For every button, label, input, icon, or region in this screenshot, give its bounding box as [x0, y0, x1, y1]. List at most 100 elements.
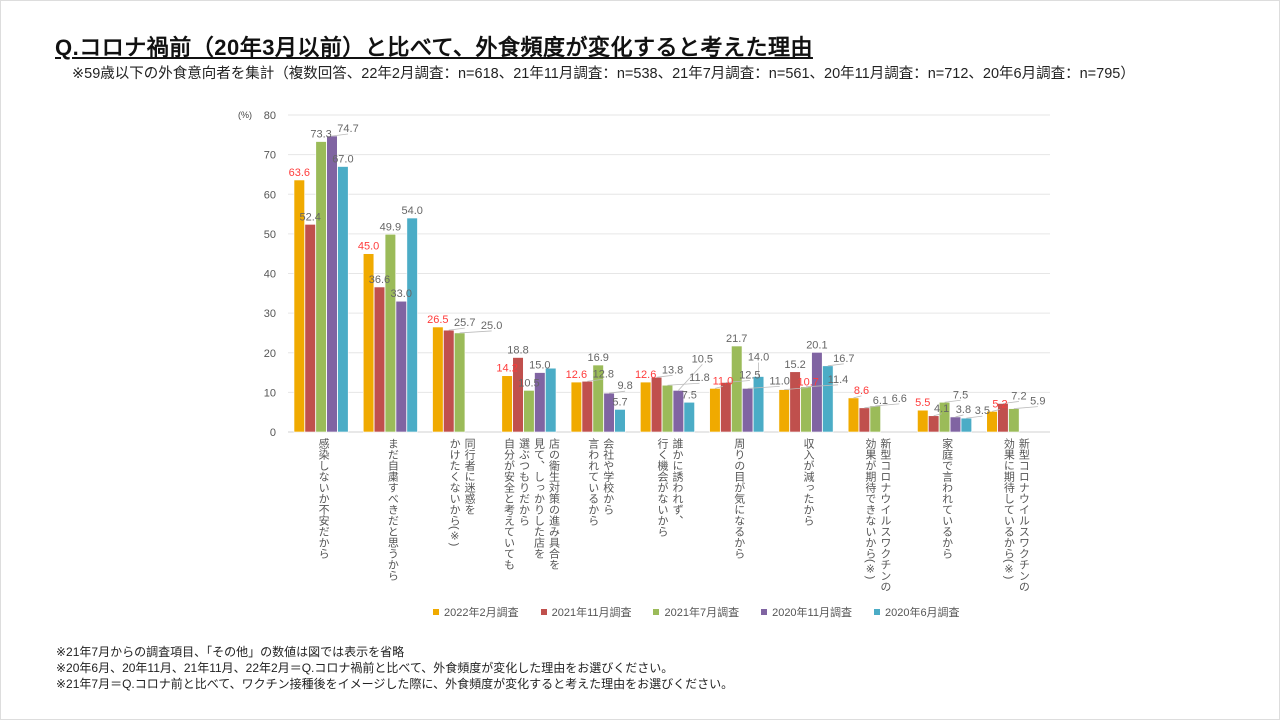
data-label: 54.0 — [401, 205, 422, 217]
page-subtitle: ※59歳以下の外食意向者を集計（複数回答、22年2月調査：n=618、21年11… — [72, 66, 1135, 82]
data-label: 11.0 — [713, 375, 734, 387]
bar — [800, 386, 812, 433]
bar — [917, 409, 929, 433]
category-label-line: 効果が期待できないから(※) — [863, 438, 876, 580]
y-tick-label: 50 — [264, 229, 276, 241]
footnote: ※21年7月＝Q.コロナ前と比べて、ワクチン接種後をイメージした際に、外食頻度が… — [56, 677, 734, 691]
category-label-line: 新型コロナウイルスワクチンの — [878, 438, 891, 592]
legend-item: 2020年11月調査 — [761, 604, 852, 620]
y-tick-label: 60 — [264, 189, 276, 201]
data-label: 7.2 — [1011, 390, 1026, 402]
data-label: 10.5 — [518, 377, 539, 389]
data-label: 20.1 — [806, 339, 827, 351]
category-label-line: 周りの目が気になるから — [732, 438, 745, 559]
legend-label: 2021年7月調査 — [664, 607, 740, 619]
data-label: 12.6 — [566, 369, 587, 381]
bar — [847, 397, 860, 433]
data-label: 3.5 — [975, 405, 990, 417]
category-label-line: まだ自粛すべきだと思うから — [386, 438, 399, 581]
leader-line — [714, 386, 724, 389]
category-label-line: 言われているから — [586, 438, 599, 526]
y-tick-label: 20 — [264, 348, 276, 360]
data-label: 3.8 — [956, 404, 971, 416]
bar — [326, 135, 338, 433]
data-label: 4.1 — [934, 403, 949, 415]
bar — [938, 401, 951, 433]
bar — [960, 417, 972, 433]
category-label-line: かけたくないから(※) — [448, 438, 461, 547]
leader-line — [587, 378, 604, 382]
data-label: 16.9 — [587, 352, 608, 364]
category-label-line: 店の衛生対策の進み具合を — [547, 438, 560, 570]
category-label: かけたくないから(※) 同行者に迷惑を — [447, 438, 475, 546]
page-title: Q.コロナ禍前（20年3月以前）と比べて、外食頻度が変化すると考えた理由 — [55, 35, 813, 60]
leader-line — [805, 384, 839, 388]
footnote: ※20年6月、20年11月、21年11月、22年2月＝Q.コロナ禍前と比べて、外… — [56, 661, 674, 675]
leader-line — [656, 374, 673, 378]
y-axis-unit-label: (%) — [238, 110, 252, 120]
category-label: 効果が期待できないから(※) 新型コロナウイルスワクチンの — [863, 438, 891, 592]
bar — [570, 381, 582, 433]
leader-line — [678, 364, 703, 391]
bar — [858, 407, 870, 433]
leader-line — [459, 330, 492, 334]
legend-swatch — [761, 609, 768, 615]
bar — [443, 329, 455, 433]
data-label: 73.3 — [310, 129, 331, 141]
category-label: まだ自粛すべきだと思うから — [385, 438, 398, 581]
legend-item: 2022年2月調査 — [433, 604, 519, 620]
data-label: 25.7 — [454, 317, 475, 329]
bar — [720, 382, 732, 433]
data-label: 36.6 — [369, 274, 390, 286]
legend-label: 2020年6月調査 — [884, 607, 960, 619]
leader-line — [955, 414, 964, 418]
bar-chart: 0 10 20 30 40 50 60 70 80 (%) 63.6 52.4 73.3 74.7 67.0… — [238, 110, 1050, 439]
legend-swatch — [653, 609, 660, 615]
category-label: 言われているから 会社や学校から — [586, 438, 614, 526]
data-label: 7.5 — [682, 389, 697, 401]
leader-line — [747, 386, 780, 389]
leader-line — [609, 390, 626, 394]
data-label: 15.0 — [529, 360, 550, 372]
legend-swatch — [540, 609, 547, 615]
category-label-line: 感染しないか不安だから — [317, 438, 330, 559]
data-label: 7.5 — [953, 389, 968, 401]
leader-line — [331, 133, 349, 137]
legend-label: 2021年11月調査 — [551, 607, 632, 619]
data-label: 9.8 — [617, 380, 632, 392]
data-label: 5.2 — [992, 398, 1007, 410]
data-label: 5.7 — [612, 396, 627, 408]
category-label-line: 行く機会がないから — [656, 438, 668, 537]
leader-line — [875, 403, 900, 407]
legend-swatch — [873, 609, 880, 615]
bar — [650, 377, 663, 433]
data-label: 8.6 — [854, 385, 869, 397]
data-label: 18.8 — [507, 345, 528, 357]
data-label: 13.8 — [662, 364, 683, 376]
data-label: 45.0 — [358, 241, 379, 253]
bar — [789, 371, 801, 433]
y-tick-label: 70 — [264, 150, 276, 162]
bar — [709, 388, 721, 433]
leader-lines — [331, 133, 1038, 419]
data-label: 67.0 — [332, 154, 353, 166]
data-label: 26.5 — [427, 314, 448, 326]
data-label: 49.9 — [380, 221, 401, 233]
data-label: 5.9 — [1030, 396, 1045, 408]
bar — [523, 390, 535, 433]
data-label: 6.1 — [873, 395, 888, 407]
legend-item: 2020年6月調査 — [873, 604, 960, 620]
data-label: 52.4 — [299, 211, 320, 223]
category-label: 感染しないか不安だから — [316, 438, 329, 559]
leader-line — [944, 399, 961, 403]
bar — [778, 389, 790, 433]
data-label: 25.0 — [481, 320, 502, 332]
bar — [501, 375, 513, 433]
bar — [683, 401, 695, 433]
leader-line — [725, 380, 750, 383]
data-label: 12.6 — [635, 369, 656, 381]
data-label: 74.7 — [337, 123, 358, 135]
y-tick-label: 0 — [270, 427, 276, 439]
category-label: 行く機会がないから 誰かに誘われず、 — [655, 438, 683, 537]
category-label: 効果に期待しているから(※) 新型コロナウイルスワクチンの — [1001, 438, 1029, 592]
